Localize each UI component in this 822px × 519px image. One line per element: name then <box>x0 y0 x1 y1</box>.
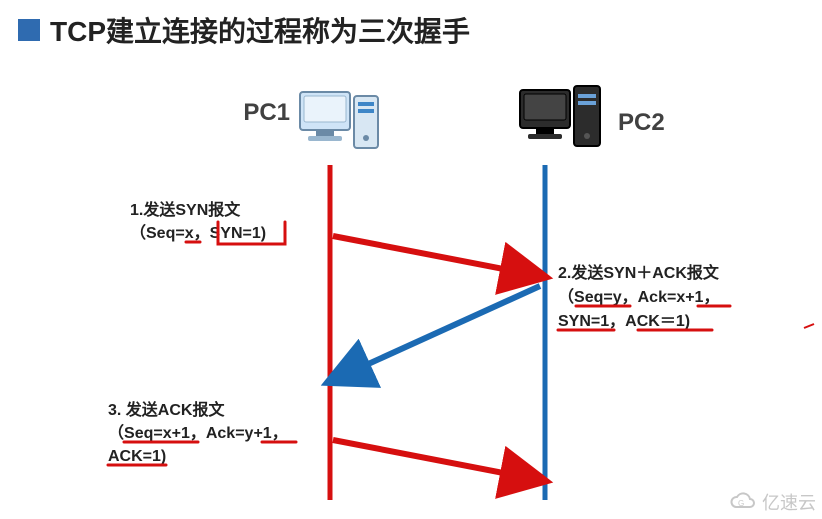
msg2-line3: SYN=1，ACK＝1) <box>558 313 690 330</box>
msg1: 1.发送SYN报文 （Seq=x，SYN=1) <box>130 200 285 244</box>
msg2: 2.发送SYN＋ACK报文 （Seq=y，Ack=x+1， SYN=1，ACK＝… <box>558 263 730 330</box>
arrow-syn <box>333 236 540 276</box>
pc1-icon <box>300 92 378 148</box>
msg2-line2: （Seq=y，Ack=x+1， <box>558 288 719 306</box>
msg3-line1: 3. 发送ACK报文 <box>108 400 225 419</box>
msg3: 3. 发送ACK报文 （Seq=x+1，Ack=y+1， ACK=1) <box>108 400 296 465</box>
msg2-line1: 2.发送SYN＋ACK报文 <box>558 263 720 282</box>
watermark-cloud-icon: G <box>728 491 758 513</box>
watermark: G 亿速云 <box>728 489 816 515</box>
msg3-line3: ACK=1) <box>108 448 166 465</box>
pc2-icon <box>520 86 600 146</box>
arrow-synack <box>333 286 540 380</box>
arrow-ack <box>333 440 540 480</box>
stray-mark-icon <box>804 324 814 328</box>
msg1-line2: （Seq=x，SYN=1) <box>130 224 266 242</box>
pc2-label: PC2 <box>618 109 665 136</box>
msg3-line2: （Seq=x+1，Ack=y+1， <box>108 424 288 442</box>
diagram-canvas: PC1 PC2 1.发送SYN报文 （Seq=x，SYN=1) 2.发送SYN＋… <box>0 0 822 519</box>
svg-text:G: G <box>738 499 744 508</box>
watermark-text: 亿速云 <box>762 489 816 515</box>
pc1-label: PC1 <box>243 99 290 126</box>
msg1-line1: 1.发送SYN报文 <box>130 200 241 219</box>
